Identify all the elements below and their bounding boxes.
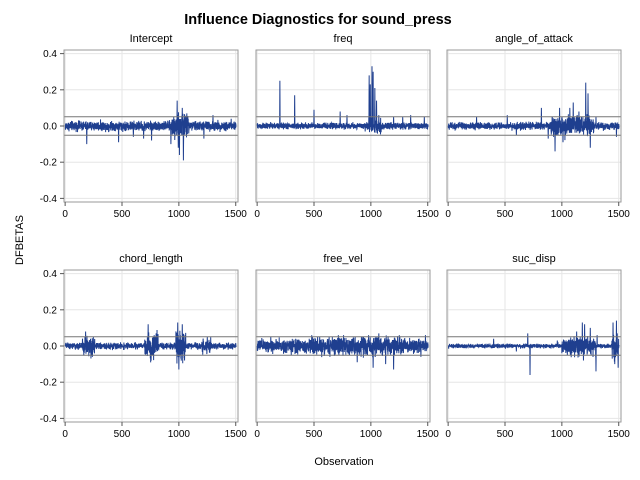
y-tick-label: 0.4 (43, 269, 57, 280)
x-tick-label: 1500 (417, 429, 440, 440)
x-tick-label: 1000 (551, 209, 574, 220)
panel-frame (255, 49, 431, 203)
panel-free-vel: free_vel 0 500 1000 1500 (254, 253, 439, 440)
x-tick-label: 0 (254, 429, 260, 440)
dfbetas-series (256, 66, 429, 135)
x-tick-label: 0 (445, 209, 451, 220)
y-tick-label: 0.4 (43, 49, 57, 60)
panel-suc-disp: suc_disp 0 500 1000 1500 (445, 253, 630, 440)
y-tick-label: 0.2 (43, 305, 57, 316)
dfbetas-series (64, 322, 237, 370)
x-tick-label: 1500 (225, 209, 248, 220)
figure-title: Influence Diagnostics for sound_press (184, 12, 452, 28)
x-axis-label: Observation (314, 456, 373, 468)
panel-grid: Intercept 0 500 1000 1500 -0.4 -0.2 0.0 0.2 0.4 fr… (40, 33, 631, 440)
dfbetas-series (64, 100, 237, 161)
x-tick-label: 500 (306, 209, 323, 220)
panel-title: chord_length (119, 253, 183, 265)
y-tick-label: 0.0 (43, 122, 57, 133)
x-tick-label: 1000 (360, 429, 383, 440)
x-tick-label: 500 (497, 429, 514, 440)
panel-title: suc_disp (512, 253, 555, 265)
x-tick-label: 1000 (168, 209, 191, 220)
x-tick-label: 500 (306, 429, 323, 440)
panel-title: Intercept (130, 33, 173, 45)
x-tick-label: 1500 (608, 209, 631, 220)
x-tick-label: 0 (254, 209, 260, 220)
panel-freq: freq 0 500 1000 1500 (254, 33, 439, 220)
panel-title: angle_of_attack (495, 33, 573, 45)
panel-angle-of-attack: angle_of_attack 0 500 1000 1500 (445, 33, 630, 220)
x-tick-label: 1000 (551, 429, 574, 440)
panel-frame (446, 269, 622, 423)
y-tick-label: -0.2 (40, 158, 58, 169)
y-tick-label: -0.4 (40, 414, 58, 425)
panel-frame (446, 49, 622, 203)
x-tick-label: 1500 (417, 209, 440, 220)
dfbetas-series (447, 82, 620, 152)
dfbetas-series (256, 333, 429, 370)
panel-title: freq (334, 33, 353, 45)
x-tick-label: 0 (62, 209, 68, 220)
y-tick-label: 0.0 (43, 342, 57, 353)
dfbetas-series (447, 320, 620, 375)
y-tick-label: 0.2 (43, 85, 57, 96)
x-tick-label: 500 (114, 209, 131, 220)
y-axis-label: DFBETAS (14, 215, 26, 265)
x-tick-label: 0 (445, 429, 451, 440)
panel-frame (255, 269, 431, 423)
panel-title: free_vel (323, 253, 362, 265)
x-tick-label: 500 (114, 429, 131, 440)
y-tick-label: -0.2 (40, 378, 58, 389)
x-tick-label: 1500 (608, 429, 631, 440)
x-tick-label: 0 (62, 429, 68, 440)
x-tick-label: 1500 (225, 429, 248, 440)
x-tick-label: 500 (497, 209, 514, 220)
x-tick-label: 1000 (360, 209, 383, 220)
panel-chord-length: chord_length 0 500 1000 1500 -0.4 -0.2 0.0 0.2 0.… (40, 253, 248, 440)
y-tick-label: -0.4 (40, 194, 58, 205)
panel-Intercept: Intercept 0 500 1000 1500 -0.4 -0.2 0.0 0.2 0.4 (40, 33, 248, 220)
x-tick-label: 1000 (168, 429, 191, 440)
